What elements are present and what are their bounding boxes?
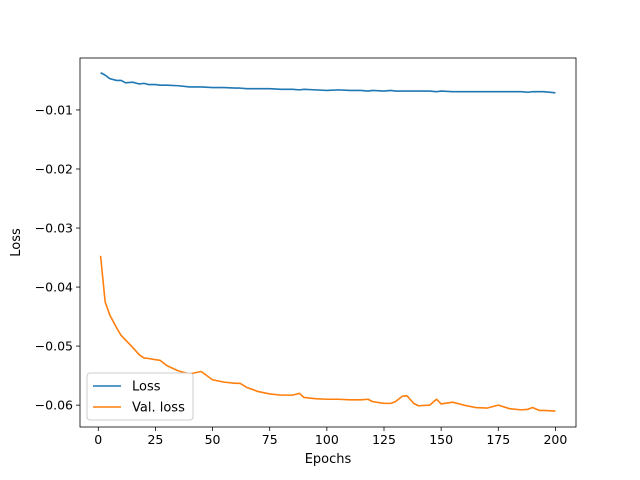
- x-tick-label: 50: [205, 432, 221, 447]
- y-tick-label: −0.03: [35, 221, 73, 236]
- y-tick-label: −0.02: [35, 161, 73, 176]
- x-tick-label: 150: [429, 432, 453, 447]
- y-tick-label: −0.06: [35, 398, 73, 413]
- x-axis-label: Epochs: [305, 452, 352, 467]
- series-layer: [99, 72, 556, 412]
- x-tick-label: 0: [94, 432, 102, 447]
- x-tick-label: 125: [372, 432, 396, 447]
- ticks-layer: 0 25 50 75 100 125 150 175 200 −0.01 −0.02 −0.03 −0.…: [35, 102, 568, 447]
- series-line-0: [100, 72, 556, 94]
- x-tick-label: 200: [543, 432, 567, 447]
- y-tick-label: −0.05: [35, 339, 73, 354]
- x-tick-label: 100: [315, 432, 339, 447]
- legend-box: [86, 372, 194, 421]
- legend-label-0: Loss: [132, 380, 161, 395]
- x-tick-label: 75: [262, 432, 278, 447]
- y-tick-label: −0.01: [35, 102, 73, 117]
- plot-frame: [79, 57, 577, 428]
- y-tick-label: −0.04: [35, 280, 73, 295]
- series-line-1: [99, 255, 556, 412]
- x-tick-label: 25: [147, 432, 163, 447]
- legend-label-1: Val. loss: [132, 401, 185, 416]
- legend: Loss Val. loss: [86, 372, 194, 421]
- x-tick-label: 175: [486, 432, 510, 447]
- y-axis-label: Loss: [9, 228, 24, 257]
